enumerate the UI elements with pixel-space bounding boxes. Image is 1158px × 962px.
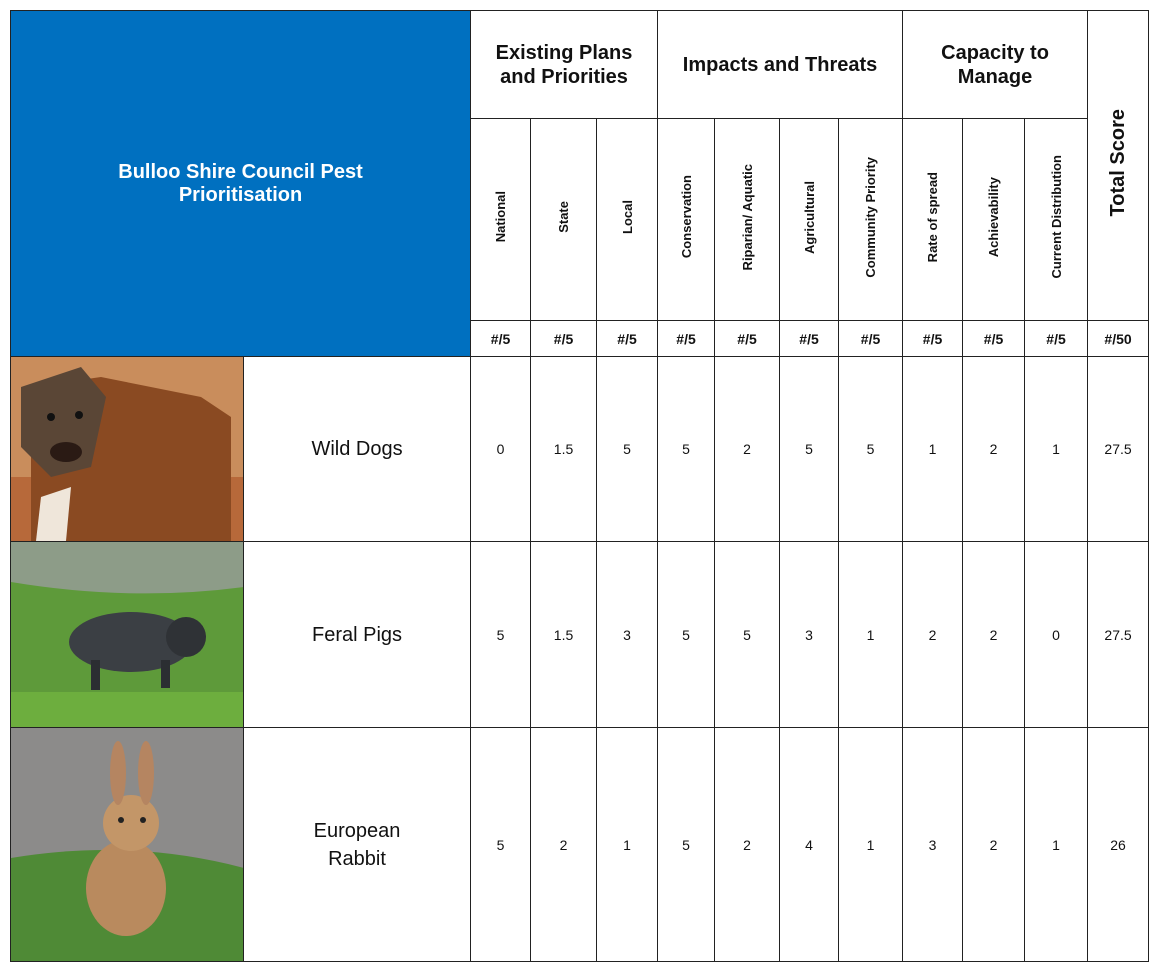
unit-label: #/5	[779, 320, 840, 357]
score: 3	[779, 541, 840, 728]
table-title: Bulloo Shire Council Pest Prioritisation	[9, 10, 472, 357]
score: 2	[962, 356, 1026, 542]
score: 1	[838, 541, 904, 728]
column-header-cell: Conservation	[657, 118, 716, 321]
score: 5	[470, 727, 532, 962]
score: 3	[596, 541, 659, 728]
unit-label: #/5	[530, 320, 598, 357]
data-row: Wild Dogs 0 1.5 5 5 2 5 5 1 2 1 27.5	[10, 356, 1150, 542]
pest-name-cell: Feral Pigs	[242, 541, 472, 728]
score: 5	[470, 541, 532, 728]
data-row: Feral Pigs 5 1.5 3 5 5 3 1 2 2 0 27.5	[10, 541, 1150, 728]
unit-label: #/5	[902, 320, 964, 357]
column-header-cell: State	[530, 118, 598, 321]
total-score: 26	[1087, 727, 1150, 962]
pest-name: Feral Pigs	[311, 623, 403, 646]
score: 1	[596, 727, 659, 962]
column-header-cell: National	[470, 118, 532, 321]
score: 0	[1024, 541, 1089, 728]
column-header: State	[556, 201, 572, 233]
unit-label: #/5	[838, 320, 904, 357]
score: 5	[779, 356, 840, 542]
column-header-cell: Riparian/ Aquatic	[714, 118, 781, 321]
unit-label: #/5	[962, 320, 1026, 357]
total-score: 27.5	[1087, 356, 1150, 542]
column-header-cell: Agricultural	[779, 118, 840, 321]
column-row: National State Local Conservation Riparian/ …	[11, 118, 1149, 321]
animal-photo	[10, 727, 244, 962]
data-row: European Rabbit 5 2 1 5 2 4 1 3 2 1 26	[10, 727, 1150, 962]
column-header: Local	[619, 200, 635, 234]
column-header: Rate of spread	[925, 171, 941, 263]
unit-label: #/5	[596, 320, 659, 357]
score: 5	[657, 541, 716, 728]
score: 5	[838, 356, 904, 542]
score: 5	[657, 356, 716, 542]
column-header-cell: Community Priority	[838, 118, 904, 321]
score: 1	[1024, 356, 1089, 542]
column-header-cell: Rate of spread	[902, 118, 964, 321]
pest-name: Wild Dogs	[311, 438, 403, 460]
total-header: Total Score	[1106, 109, 1129, 217]
group-header: Existing Plans and Priorities	[470, 10, 659, 119]
pest-name-cell: Wild Dogs	[242, 356, 472, 542]
score: 1.5	[530, 541, 598, 728]
unit-label: #/5	[1024, 320, 1089, 357]
score: 5	[714, 541, 781, 728]
animal-photo	[10, 541, 244, 728]
group-header: Impacts and Threats	[657, 10, 904, 119]
score: 5	[657, 727, 716, 962]
score: 1.5	[530, 356, 598, 542]
column-header: Achievability	[986, 176, 1002, 258]
column-header: Community Priority	[863, 156, 879, 278]
score: 2	[962, 541, 1026, 728]
score: 1	[1024, 727, 1089, 962]
column-header-cell: Achievability	[962, 118, 1026, 321]
pest-name: European Rabbit	[313, 819, 401, 870]
pest-table: Bulloo Shire Council Pest Prioritisation…	[9, 10, 1150, 962]
score: 2	[714, 727, 781, 962]
score: 2	[714, 356, 781, 542]
column-header: Current Distribution	[1048, 155, 1064, 279]
column-header: National	[493, 191, 509, 243]
unit-label: #/5	[470, 320, 532, 357]
column-header: Conservation	[678, 175, 694, 259]
score: 3	[902, 727, 964, 962]
unit-row: #/5 #/5 #/5 #/5 #/5 #/5 #/5 #/5 #/5 #/5 #/50	[11, 320, 1150, 357]
group-row: Bulloo Shire Council Pest Prioritisation…	[9, 10, 1150, 357]
column-header-cell: Current Distribution	[1024, 118, 1089, 321]
score: 1	[902, 356, 964, 542]
column-header-cell: Local	[596, 118, 659, 321]
score: 2	[902, 541, 964, 728]
score: 5	[596, 356, 659, 542]
unit-label: #/5	[657, 320, 716, 357]
score: 1	[838, 727, 904, 962]
group-header: Capacity to Manage	[902, 10, 1089, 119]
animal-photo	[10, 356, 244, 542]
score: 0	[470, 356, 532, 542]
score: 2	[530, 727, 598, 962]
total-score: 27.5	[1087, 541, 1150, 728]
pest-name-cell: European Rabbit	[242, 727, 472, 962]
unit-label: #/50	[1087, 320, 1150, 357]
table-body: Bulloo Shire Council Pest Prioritisation…	[9, 10, 1150, 962]
column-header: Agricultural	[801, 180, 817, 254]
total-header-cell: Total Score	[1087, 10, 1150, 321]
unit-label: #/5	[714, 320, 781, 357]
score: 2	[962, 727, 1026, 962]
score: 4	[779, 727, 840, 962]
column-header: Riparian/ Aquatic	[739, 163, 755, 271]
